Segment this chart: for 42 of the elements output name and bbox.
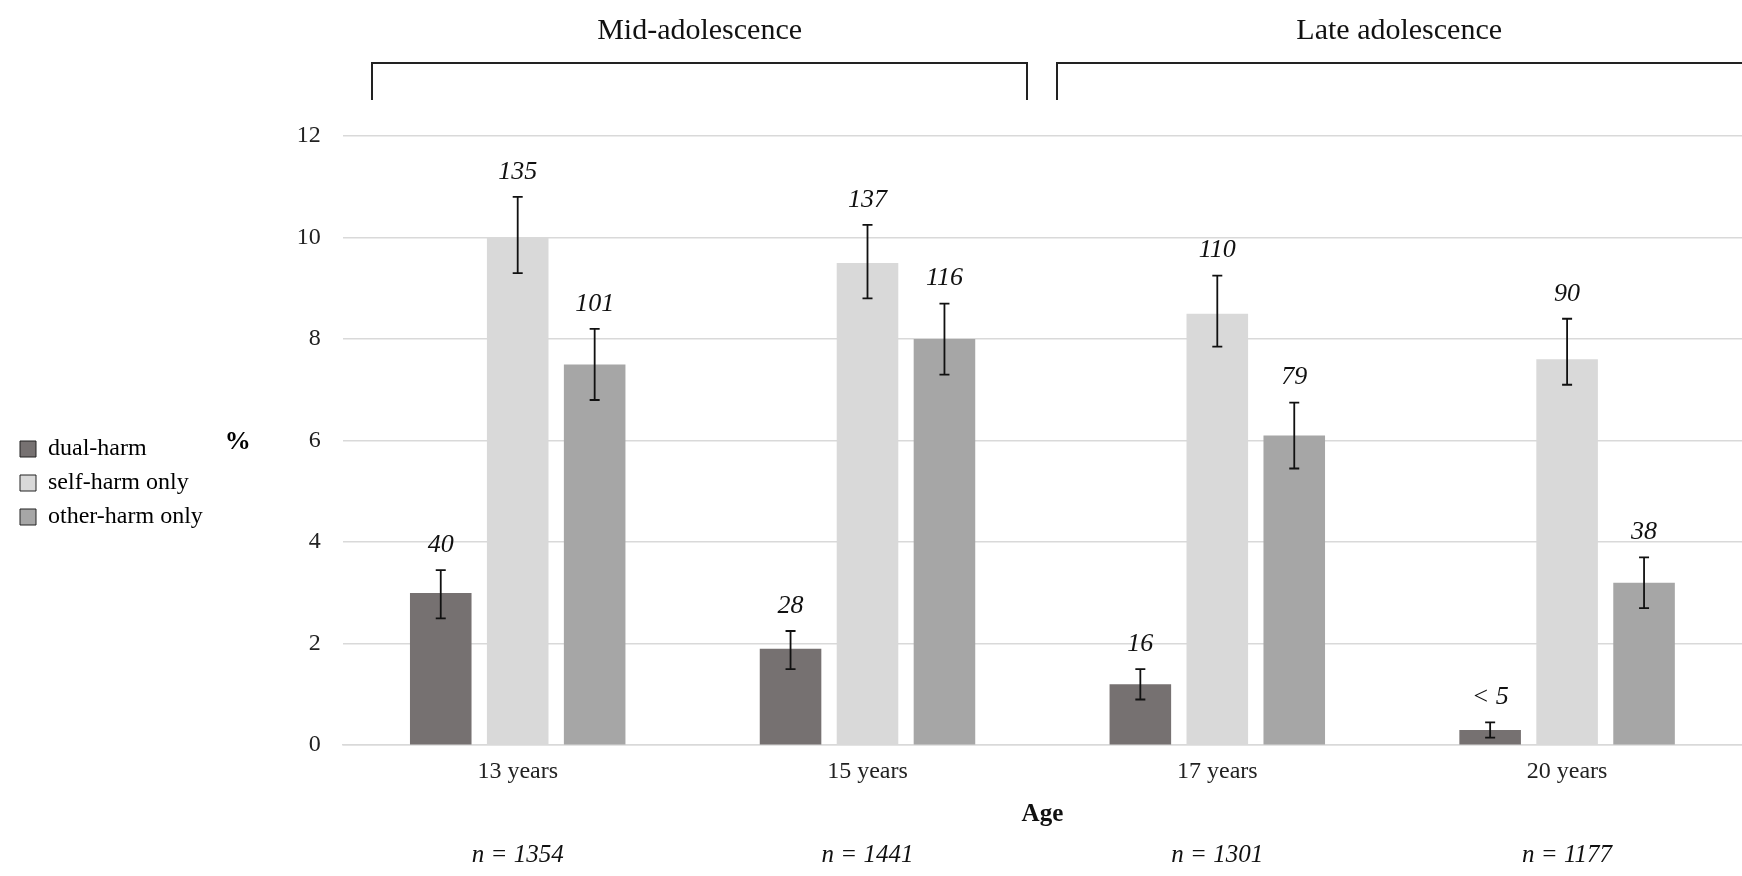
annotation: 137 <box>848 183 888 213</box>
y-tick-label: 6 <box>308 425 321 452</box>
legend-label: other-harm only <box>48 502 203 529</box>
x-axis-title: Age <box>1021 799 1064 827</box>
annotation: < 5 <box>1471 681 1509 711</box>
legend-label: dual-harm <box>48 434 147 461</box>
bar <box>409 592 472 745</box>
annotation: 16 <box>1127 627 1154 657</box>
annotation: 135 <box>498 155 538 185</box>
text: n = 1301 <box>1171 840 1264 867</box>
text: Late adolescence <box>1296 12 1503 46</box>
text: n = 1441 <box>821 840 914 867</box>
annotation: 40 <box>427 528 454 558</box>
bar <box>563 364 626 745</box>
bar <box>1459 729 1521 745</box>
bar <box>1263 435 1326 745</box>
y-tick-label: 4 <box>308 527 321 554</box>
annotation: 28 <box>777 589 804 619</box>
bar <box>1613 582 1675 745</box>
annotation: 116 <box>925 262 963 292</box>
y-tick-label: 10 <box>296 222 321 249</box>
bar <box>759 648 822 745</box>
x-tick-label: 17 years <box>1176 756 1258 783</box>
text: n = 1354 <box>471 840 564 867</box>
annotation: 38 <box>1630 516 1658 546</box>
y-axis-title: % <box>224 425 251 456</box>
y-tick-label: 8 <box>308 324 321 351</box>
y-tick-label: 0 <box>308 730 321 757</box>
annotation: 79 <box>1281 361 1308 391</box>
legend-label: self-harm only <box>48 468 189 495</box>
y-tick-label: 2 <box>308 628 321 655</box>
annotation: 110 <box>1198 234 1236 264</box>
x-tick-label: 13 years <box>477 756 559 783</box>
text: n = 1177 <box>1522 840 1614 867</box>
annotation: 90 <box>1554 277 1581 307</box>
y-tick-label: 12 <box>296 121 321 148</box>
annotation: 101 <box>575 287 615 317</box>
bar <box>913 339 976 745</box>
bar <box>1109 684 1172 745</box>
text: Mid-adolescence <box>597 12 803 46</box>
x-tick-label: 20 years <box>1526 756 1608 783</box>
x-tick-label: 15 years <box>827 756 908 783</box>
